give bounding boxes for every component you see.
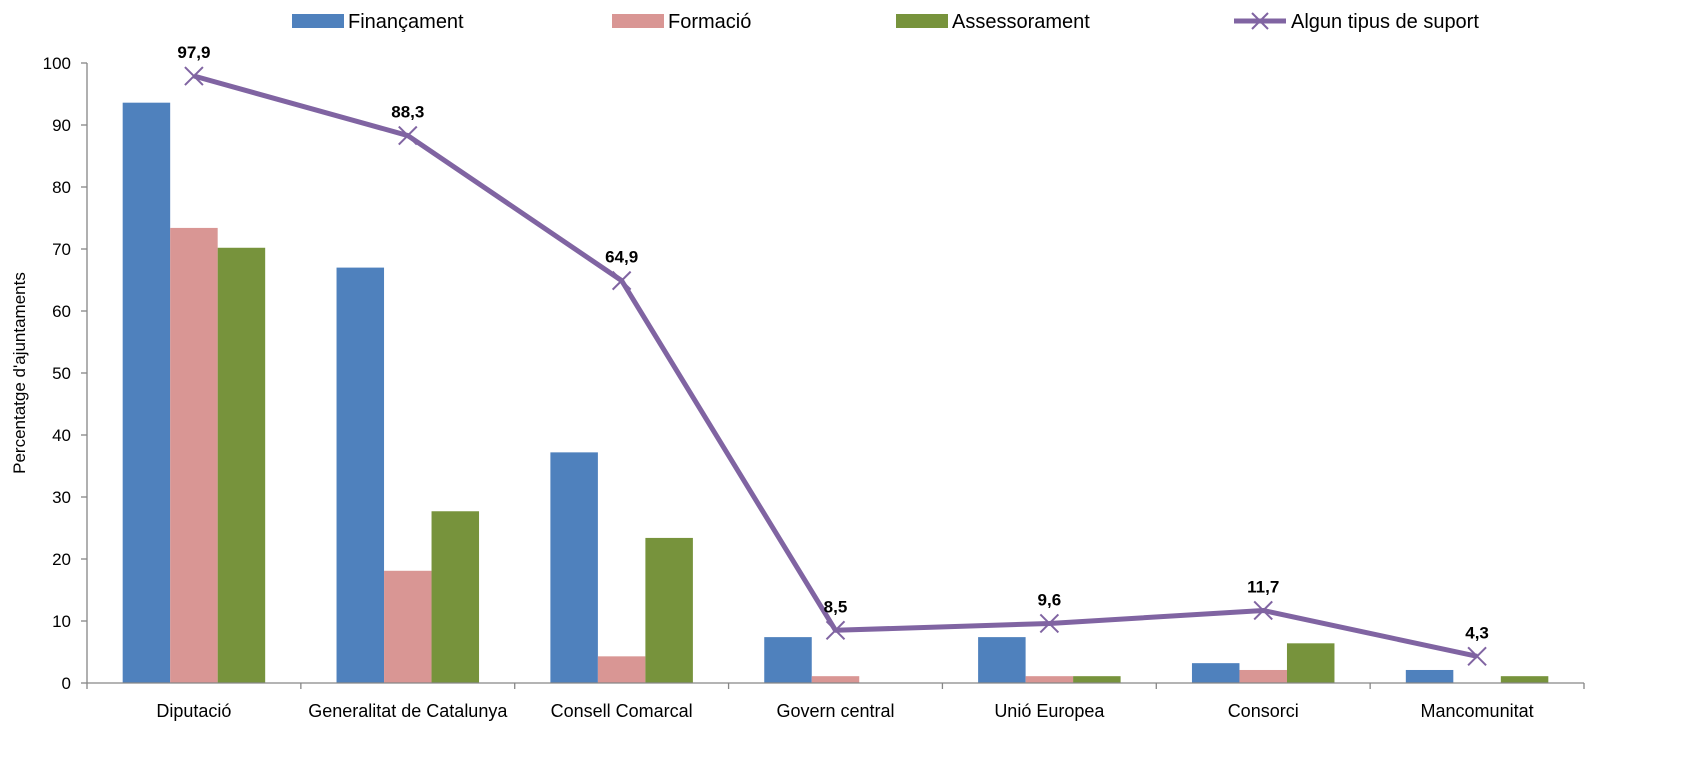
- bar-assessorament-1: [431, 511, 480, 683]
- bar-finan-ament-6: [1405, 669, 1454, 683]
- legend-item: Assessorament: [896, 11, 1090, 33]
- bar-finan-ament-1: [336, 267, 385, 683]
- y-tick-label: 90: [52, 116, 71, 135]
- legend-label: Finançament: [348, 11, 464, 33]
- bar-assessorament-5: [1286, 643, 1335, 683]
- line-marker-x: [184, 66, 204, 86]
- bar-finan-ament-2: [550, 452, 598, 683]
- y-tick-label: 50: [52, 364, 71, 383]
- x-category-label: Unió Europea: [994, 701, 1105, 721]
- x-category-label: Diputació: [156, 701, 231, 721]
- x-category-label: Consell Comarcal: [551, 701, 693, 721]
- legend-swatch: [612, 14, 664, 28]
- x-axis: Diputació Generalitat de Catalunya Consell…: [86, 682, 1585, 721]
- legend-label: Assessorament: [952, 11, 1090, 33]
- data-label: 4,3: [1465, 623, 1489, 642]
- line-marker-x: [1467, 646, 1487, 667]
- bar-assessorament-2: [645, 537, 693, 683]
- legend-swatch: [292, 14, 344, 28]
- x-category-label: Mancomunitat: [1421, 701, 1534, 721]
- legend-label: Formació: [668, 11, 751, 33]
- y-axis: 0 10 20 30 40 50 60 70 80 90 100: [43, 54, 88, 693]
- legend-item: Finançament: [292, 11, 464, 33]
- data-label: 9,6: [1038, 590, 1062, 609]
- data-label: 88,3: [391, 103, 424, 122]
- line-series-group: [184, 66, 1487, 667]
- line-marker-x: [1039, 613, 1060, 634]
- line-algun-tipus-de-suport: [193, 73, 1478, 659]
- bar-formaci--1: [384, 570, 432, 683]
- bar-formaci--5: [1239, 669, 1287, 683]
- legend-swatch: [896, 14, 948, 28]
- line-marker-x: [398, 125, 418, 146]
- y-tick-label: 0: [62, 674, 71, 693]
- y-tick-label: 60: [52, 302, 71, 321]
- y-tick-label: 70: [52, 240, 71, 259]
- line-marker-x: [825, 620, 846, 641]
- bar-formaci--4: [1025, 676, 1074, 683]
- data-labels-group: 97,9 88,3 64,9 8,5 9,6 11,7 4,3: [177, 43, 1489, 642]
- bar-formaci--2: [597, 656, 646, 683]
- y-axis-title: Percentatge d'ajuntaments: [10, 272, 29, 474]
- bar-assessorament-4: [1073, 676, 1121, 683]
- line-marker-x: [611, 270, 632, 291]
- data-label: 64,9: [605, 248, 638, 267]
- bar-finan-ament-0: [122, 102, 171, 684]
- bar-finan-ament-4: [978, 637, 1026, 683]
- y-tick-label: 20: [52, 550, 71, 569]
- legend: Finançament Formació Assessorament Algun ti…: [292, 11, 1479, 33]
- x-category-label: Consorci: [1228, 701, 1299, 721]
- bar-finan-ament-3: [764, 637, 812, 683]
- legend-item: Formació: [612, 11, 751, 33]
- bar-assessorament-0: [217, 247, 266, 683]
- bar-formaci--0: [170, 227, 218, 684]
- legend-item: Algun tipus de suport: [1234, 11, 1479, 33]
- data-label: 97,9: [177, 43, 210, 62]
- x-category-label: Generalitat de Catalunya: [308, 701, 508, 721]
- data-label: 8,5: [824, 597, 848, 616]
- y-tick-label: 80: [52, 178, 71, 197]
- bar-assessorament-6: [1500, 676, 1549, 683]
- data-label: 11,7: [1247, 577, 1279, 596]
- line-marker-x: [1253, 600, 1273, 621]
- y-tick-label: 10: [52, 612, 71, 631]
- y-tick-label: 40: [52, 426, 71, 445]
- bar-formaci--3: [811, 676, 860, 683]
- bars-group: [122, 102, 1549, 684]
- bar-finan-ament-5: [1191, 663, 1240, 683]
- x-category-label: Govern central: [776, 701, 894, 721]
- y-tick-label: 100: [43, 54, 71, 73]
- y-tick-label: 30: [52, 488, 71, 507]
- legend-label: Algun tipus de suport: [1291, 11, 1479, 33]
